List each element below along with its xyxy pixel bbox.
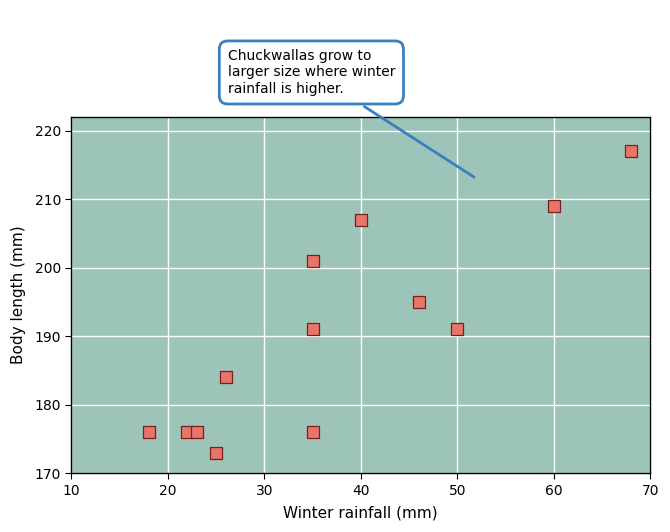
Text: Chuckwallas grow to
larger size where winter
rainfall is higher.: Chuckwallas grow to larger size where wi… <box>228 49 474 177</box>
Point <box>626 147 636 155</box>
Point <box>182 428 192 436</box>
Point <box>452 325 462 334</box>
Point <box>307 428 318 436</box>
Point <box>548 202 559 210</box>
Y-axis label: Body length (mm): Body length (mm) <box>11 226 26 364</box>
Point <box>355 215 366 224</box>
X-axis label: Winter rainfall (mm): Winter rainfall (mm) <box>283 506 438 521</box>
Point <box>192 428 202 436</box>
Point <box>220 373 231 381</box>
Point <box>210 448 221 457</box>
Point <box>307 325 318 334</box>
Point <box>143 428 154 436</box>
Point <box>413 298 424 306</box>
Point <box>307 256 318 265</box>
